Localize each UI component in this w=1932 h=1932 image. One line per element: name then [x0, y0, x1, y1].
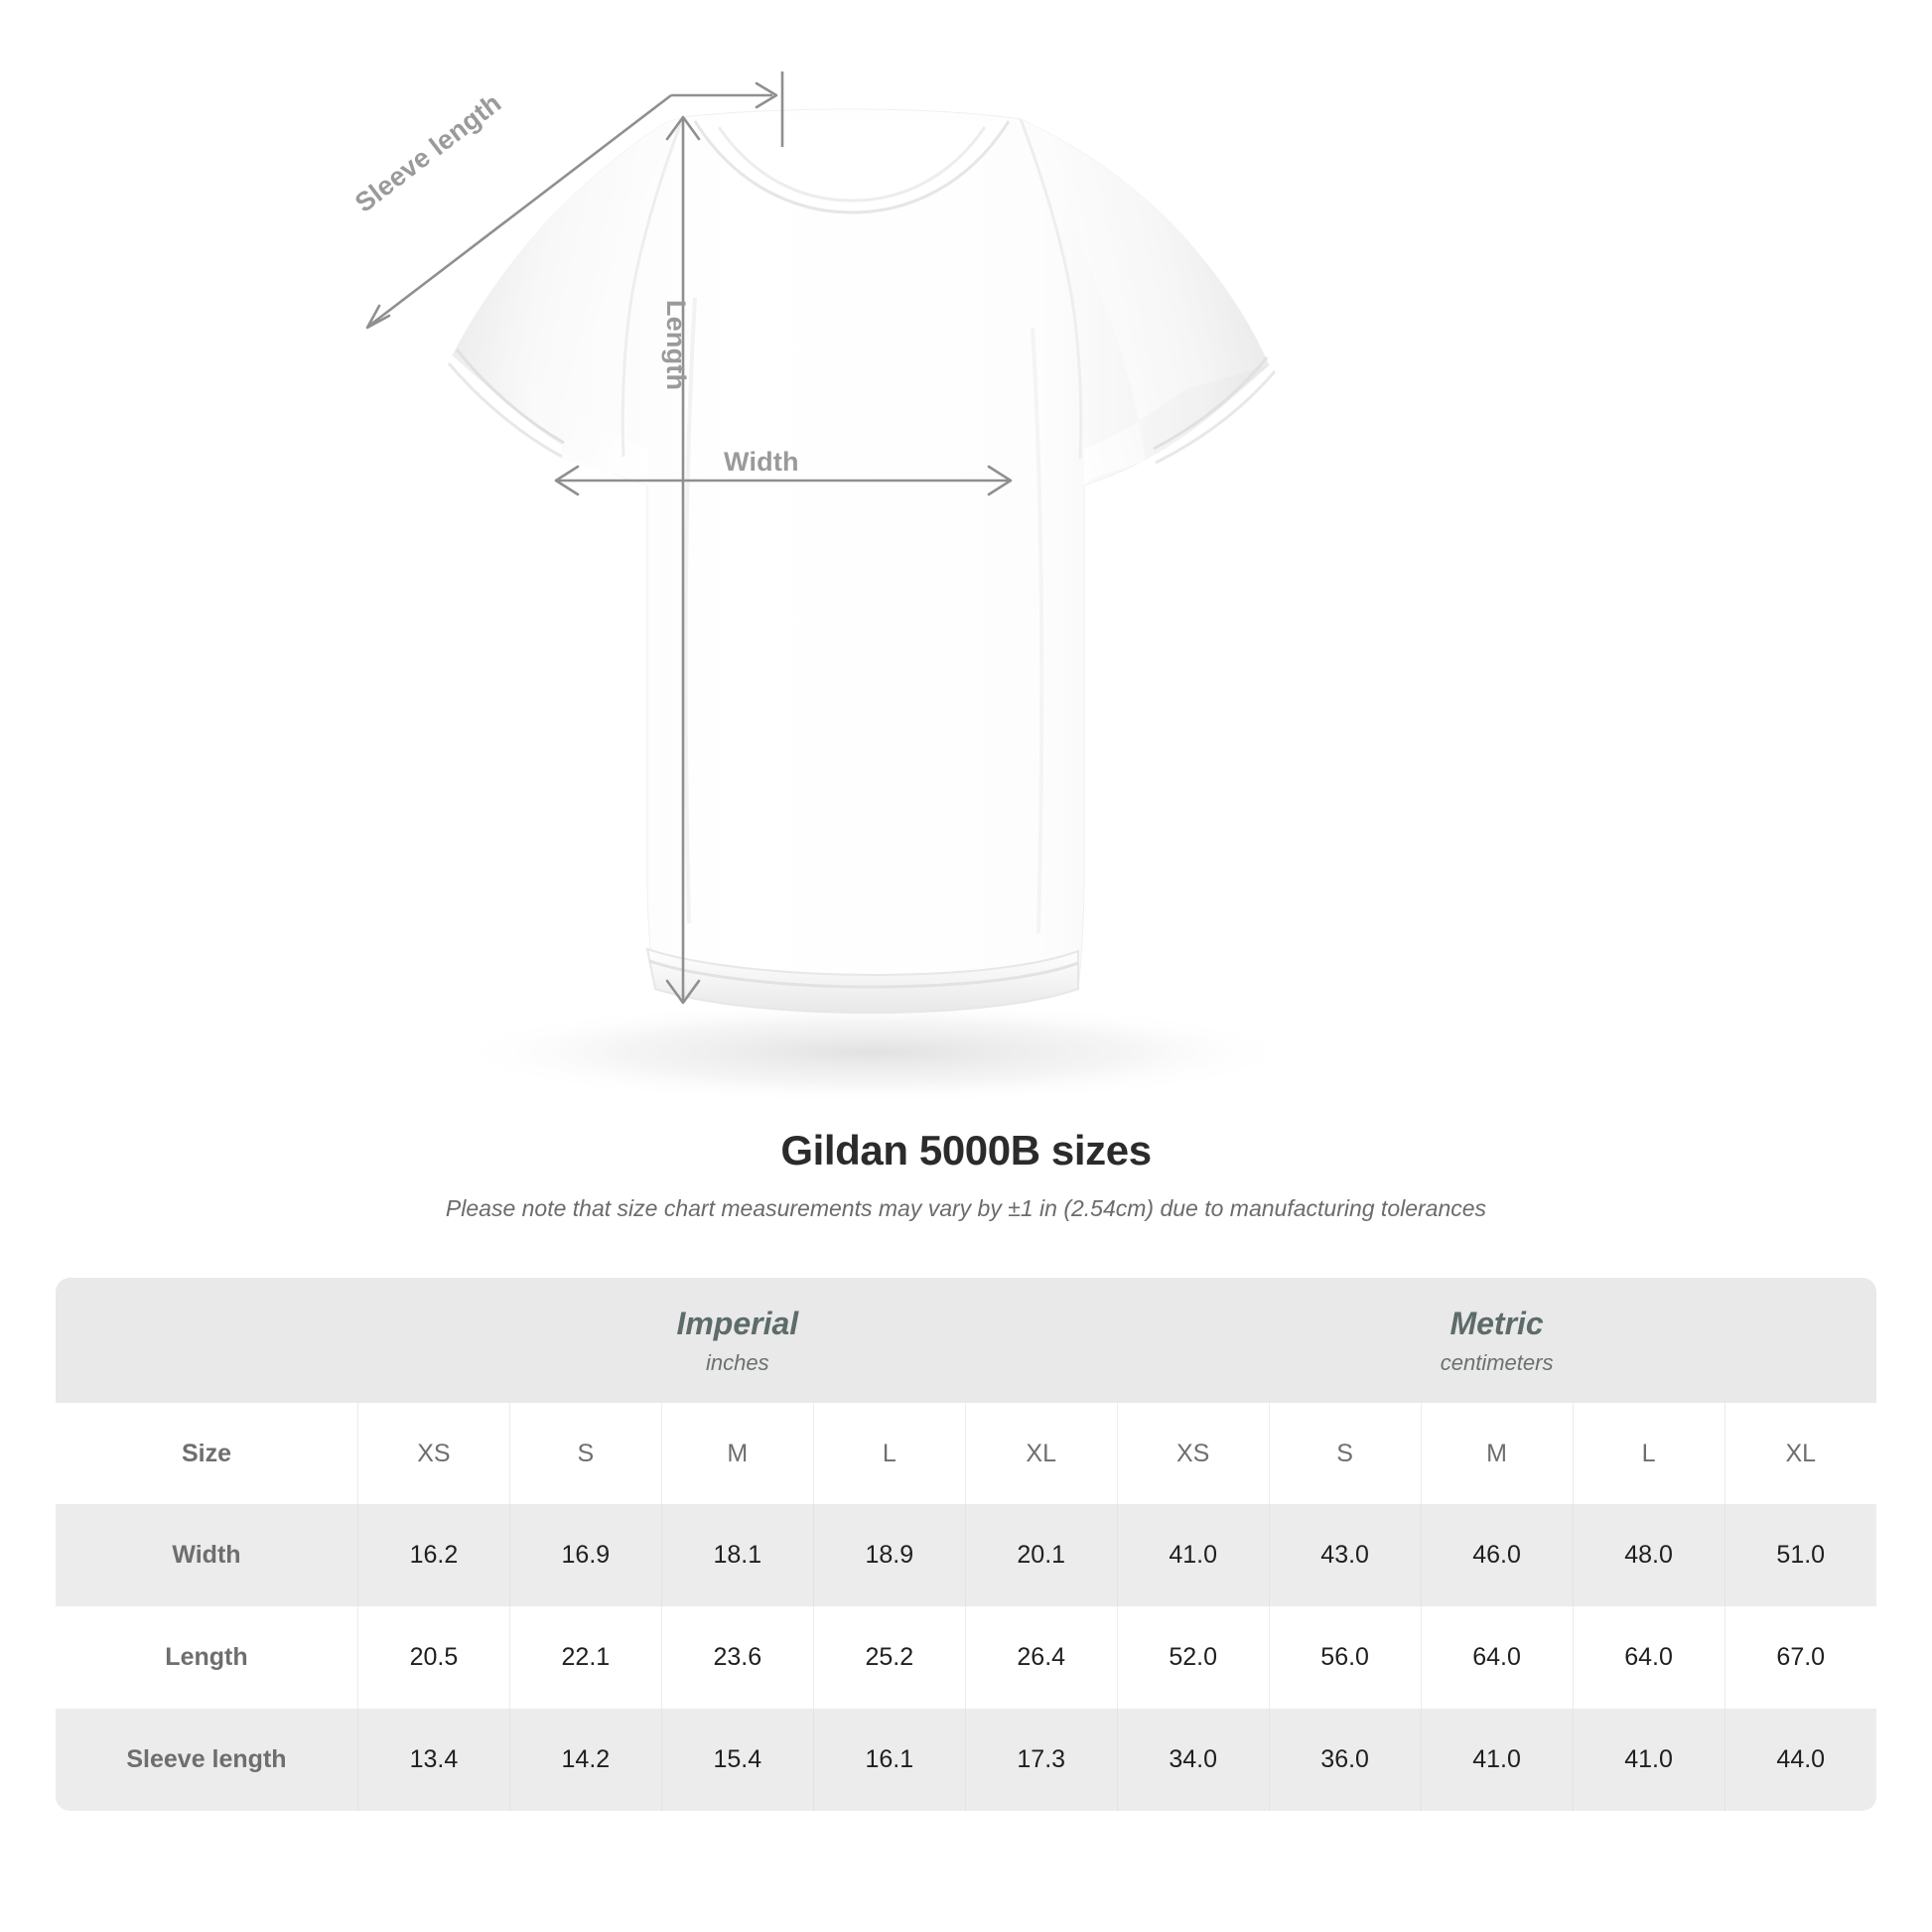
cell-width-imperial-xs: 16.2 [356, 1504, 510, 1606]
left-sleeve-hem-2 [447, 362, 563, 459]
right-shoulder-seam [1019, 118, 1083, 460]
table-row: Sleeve length 13.4 14.2 15.4 16.1 17.3 3… [56, 1709, 1876, 1811]
left-shoulder-seam [621, 116, 685, 458]
cell-width-metric-m: 46.0 [1420, 1504, 1574, 1606]
table-row: Width 16.2 16.9 18.1 18.9 20.1 41.0 43.0… [56, 1504, 1876, 1606]
shirt-shadow [447, 1001, 1301, 1104]
cell-length-metric-l: 64.0 [1572, 1606, 1725, 1709]
right-sleeve-shade [1021, 119, 1269, 485]
sleeve-guide-line [368, 93, 672, 328]
unit-imperial-sub: inches [706, 1349, 769, 1375]
cell-length-metric-xl: 67.0 [1724, 1606, 1876, 1709]
fold-left [683, 297, 697, 924]
collar-outer [693, 120, 1011, 214]
row-label-sleeve-length: Sleeve length [56, 1709, 358, 1811]
length-arrow-bottom [665, 979, 701, 1005]
cell-sleeve-metric-xl: 44.0 [1724, 1709, 1876, 1811]
sleeve-leader-arrow [755, 81, 778, 109]
size-header-row: Size XS S M L XL XS S M L XL [56, 1403, 1876, 1504]
size-corner-label: Size [56, 1403, 358, 1504]
length-arrow-top [665, 115, 701, 141]
row-label-length: Length [56, 1606, 358, 1709]
collar-inner [717, 126, 987, 203]
cell-width-imperial-xl: 20.1 [964, 1504, 1118, 1606]
title-block: Gildan 5000B sizes Please note that size… [0, 1127, 1932, 1223]
cell-sleeve-imperial-l: 16.1 [812, 1709, 966, 1811]
unit-header-row: Imperial inches Metric centimeters [56, 1278, 1876, 1403]
fold-right [1031, 327, 1044, 934]
unit-metric-sub: centimeters [1440, 1349, 1554, 1375]
cell-length-metric-s: 56.0 [1268, 1606, 1422, 1709]
unit-imperial-name: Imperial [676, 1305, 799, 1341]
cell-sleeve-metric-l: 41.0 [1572, 1709, 1725, 1811]
size-header-imperial-xl: XL [964, 1403, 1118, 1504]
unit-metric-name: Metric [1449, 1305, 1544, 1341]
cell-length-metric-xs: 52.0 [1116, 1606, 1270, 1709]
cell-length-imperial-xs: 20.5 [356, 1606, 510, 1709]
left-sleeve-hem [455, 348, 565, 445]
cell-length-imperial-xl: 26.4 [964, 1606, 1118, 1709]
cell-length-metric-m: 64.0 [1420, 1606, 1574, 1709]
cell-sleeve-imperial-m: 15.4 [660, 1709, 814, 1811]
page-title: Gildan 5000B sizes [780, 1127, 1152, 1173]
unit-spacer-cell [56, 1278, 358, 1403]
cell-length-imperial-m: 23.6 [660, 1606, 814, 1709]
shirt-shape [447, 108, 1277, 1015]
cell-length-imperial-l: 25.2 [812, 1606, 966, 1709]
measurement-guides [365, 71, 1013, 1005]
width-arrow-right [987, 465, 1013, 496]
size-header-metric-m: M [1420, 1403, 1574, 1504]
size-header-metric-xs: XS [1116, 1403, 1270, 1504]
cell-width-imperial-l: 18.9 [812, 1504, 966, 1606]
cell-width-imperial-m: 18.1 [660, 1504, 814, 1606]
size-header-metric-l: L [1572, 1403, 1725, 1504]
unit-group-metric: Metric centimeters [1117, 1278, 1876, 1403]
bottom-hem-line [648, 959, 1079, 989]
cell-sleeve-imperial-xl: 17.3 [964, 1709, 1118, 1811]
right-sleeve-hem-2 [1155, 370, 1277, 465]
left-sleeve-shade [453, 117, 683, 485]
cell-width-imperial-s: 16.9 [508, 1504, 662, 1606]
size-header-imperial-xs: XS [356, 1403, 510, 1504]
cell-length-imperial-s: 22.1 [508, 1606, 662, 1709]
unit-group-imperial: Imperial inches [357, 1278, 1118, 1403]
tshirt-illustration [365, 71, 1301, 1104]
size-header-metric-s: S [1268, 1403, 1422, 1504]
size-header-imperial-l: L [812, 1403, 966, 1504]
cell-sleeve-imperial-s: 14.2 [508, 1709, 662, 1811]
cell-width-metric-l: 48.0 [1572, 1504, 1725, 1606]
tshirt-diagram: Sleeve length Length Width [349, 71, 1301, 1104]
cell-sleeve-metric-xs: 34.0 [1116, 1709, 1270, 1811]
tolerance-note: Please note that size chart measurements… [445, 1195, 1487, 1222]
size-chart-table: Imperial inches Metric centimeters Size … [56, 1278, 1876, 1811]
table-row: Length 20.5 22.1 23.6 25.2 26.4 52.0 56.… [56, 1606, 1876, 1709]
sleeve-arrow-end [365, 304, 391, 330]
width-arrow-left [554, 465, 580, 496]
cell-sleeve-imperial-xs: 13.4 [356, 1709, 510, 1811]
size-header-metric-xl: XL [1724, 1403, 1876, 1504]
cell-sleeve-metric-m: 41.0 [1420, 1709, 1574, 1811]
cell-width-metric-xs: 41.0 [1116, 1504, 1270, 1606]
bottom-hem [645, 947, 1079, 1015]
size-chart-table-wrapper: Imperial inches Metric centimeters Size … [56, 1278, 1876, 1811]
right-sleeve-hem [1153, 356, 1269, 451]
cell-width-metric-xl: 51.0 [1724, 1504, 1876, 1606]
row-label-width: Width [56, 1504, 358, 1606]
size-header-imperial-s: S [508, 1403, 662, 1504]
width-label: Width [724, 447, 799, 477]
cell-width-metric-s: 43.0 [1268, 1504, 1422, 1606]
length-label: Length [661, 300, 691, 391]
size-header-imperial-m: M [660, 1403, 814, 1504]
cell-sleeve-metric-s: 36.0 [1268, 1709, 1422, 1811]
